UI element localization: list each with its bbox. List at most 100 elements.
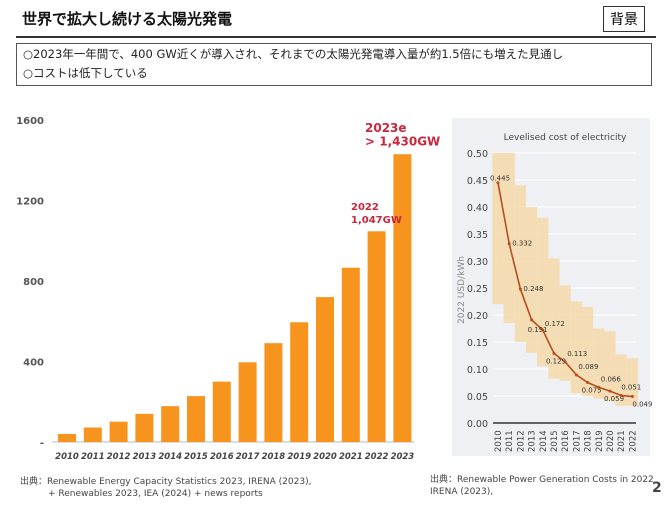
cost-range-band bbox=[503, 153, 515, 324]
data-point bbox=[574, 373, 578, 377]
x-tick-label: 2015 bbox=[184, 452, 208, 462]
y-tick-label: 800 bbox=[23, 277, 44, 288]
x-tick-label: 2014 bbox=[158, 452, 182, 462]
cost-range-band bbox=[593, 328, 605, 399]
cost-range-band bbox=[548, 258, 560, 379]
cost-range-band bbox=[559, 285, 571, 381]
data-label: 0.332 bbox=[512, 240, 532, 248]
cost-range-band bbox=[626, 358, 638, 406]
title-divider bbox=[16, 36, 656, 38]
summary-box: ○2023年一年間で、400 GW近くが導入され、それまでの太陽光発電導入量が約… bbox=[16, 43, 652, 86]
x-tick-label: 2013 bbox=[528, 430, 538, 452]
y-tick-label: 0.05 bbox=[467, 392, 488, 403]
x-tick-label: 2021 bbox=[339, 452, 363, 462]
y-axis-label: 2022 USD/kWh bbox=[457, 256, 467, 324]
source-line: IRENA (2023), bbox=[430, 487, 494, 497]
data-label: 0.129 bbox=[546, 357, 566, 365]
data-annotation: 1,047GW bbox=[351, 215, 402, 226]
y-tick-label: 0.45 bbox=[467, 176, 488, 187]
x-tick-label: 2019 bbox=[287, 452, 311, 462]
data-label: 0.113 bbox=[567, 350, 587, 358]
data-annotation: 2023e bbox=[365, 121, 407, 135]
x-tick-label: 2020 bbox=[606, 430, 616, 452]
x-tick-label: 2011 bbox=[81, 452, 105, 462]
x-tick-label: 2012 bbox=[516, 430, 526, 452]
data-label: 0.445 bbox=[490, 175, 510, 183]
data-label: 0.172 bbox=[545, 320, 565, 328]
x-tick-label: 2016 bbox=[210, 452, 234, 462]
y-tick-label: 0.35 bbox=[467, 230, 488, 241]
cost-range-band bbox=[526, 207, 538, 353]
right-source: 出典：Renewable Power Generation Costs in 2… bbox=[430, 474, 654, 498]
data-label: 0.051 bbox=[621, 383, 641, 391]
source-line: + Renewables 2023, IEA (2024) + news rep… bbox=[48, 489, 263, 499]
x-tick-label: 2023 bbox=[391, 452, 415, 462]
page-title: 世界で拡大し続ける太陽光発電 bbox=[22, 10, 233, 28]
data-point bbox=[619, 393, 623, 397]
bar bbox=[109, 421, 128, 442]
x-tick-label: 2010 bbox=[494, 430, 504, 452]
data-point bbox=[563, 360, 567, 364]
x-tick-label: 2017 bbox=[572, 430, 582, 452]
data-label: 0.066 bbox=[601, 375, 622, 383]
x-tick-label: 2021 bbox=[617, 430, 627, 452]
y-tick-label: - bbox=[40, 438, 44, 449]
bar bbox=[58, 433, 76, 442]
data-annotation: > 1,430GW bbox=[365, 135, 440, 149]
bar bbox=[135, 413, 154, 442]
x-tick-label: 2018 bbox=[584, 430, 594, 452]
bar bbox=[264, 343, 283, 442]
data-point bbox=[586, 381, 590, 384]
cost-range-band bbox=[537, 217, 549, 367]
data-point bbox=[608, 389, 612, 393]
x-tick-label: 2013 bbox=[133, 452, 157, 462]
cost-range-band bbox=[604, 331, 616, 402]
bar bbox=[238, 362, 257, 442]
bar bbox=[187, 396, 205, 442]
data-annotation: 2022 bbox=[351, 202, 379, 213]
bar bbox=[83, 427, 102, 442]
y-tick-label: 0.40 bbox=[467, 203, 488, 214]
data-point bbox=[530, 318, 534, 322]
bar bbox=[367, 231, 386, 442]
page-number: 2 bbox=[652, 480, 662, 496]
data-label: 0.059 bbox=[604, 395, 624, 403]
y-tick-label: 0.20 bbox=[467, 311, 488, 322]
cost-range-band bbox=[570, 301, 582, 394]
cost-range-band bbox=[492, 153, 504, 305]
data-point bbox=[507, 242, 511, 246]
x-tick-label: 2018 bbox=[262, 452, 286, 462]
y-tick-label: 0.10 bbox=[467, 365, 488, 376]
data-point bbox=[552, 351, 556, 355]
section-tag: 背景 bbox=[603, 6, 645, 32]
cost-range-band bbox=[615, 354, 627, 406]
x-tick-label: 2022 bbox=[628, 430, 638, 452]
bar bbox=[161, 406, 180, 442]
data-point bbox=[597, 385, 601, 389]
x-tick-label: 2016 bbox=[561, 430, 571, 452]
y-tick-label: 0.15 bbox=[467, 338, 488, 349]
data-label: 0.248 bbox=[523, 285, 543, 293]
data-label: 0.075 bbox=[582, 387, 602, 395]
left-source: 出典：Renewable Energy Capacity Statistics … bbox=[20, 476, 311, 500]
cost-range-band bbox=[582, 306, 594, 396]
y-tick-label: 0.30 bbox=[467, 257, 488, 268]
data-point bbox=[518, 287, 522, 291]
y-tick-label: 400 bbox=[23, 358, 44, 369]
source-line: 出典：Renewable Power Generation Costs in 2… bbox=[430, 475, 654, 485]
x-tick-label: 2015 bbox=[550, 430, 560, 452]
x-tick-label: 2011 bbox=[505, 430, 515, 452]
cost-range-band bbox=[514, 185, 526, 342]
bar bbox=[290, 322, 309, 442]
x-tick-label: 2020 bbox=[313, 452, 337, 462]
source-line: 出典：Renewable Energy Capacity Statistics … bbox=[20, 477, 312, 487]
x-tick-label: 2019 bbox=[595, 430, 605, 452]
bar bbox=[316, 297, 334, 442]
y-tick-label: 0.00 bbox=[467, 419, 488, 430]
x-tick-label: 2022 bbox=[365, 452, 389, 462]
y-tick-label: 0.50 bbox=[467, 149, 488, 160]
x-tick-label: 2014 bbox=[539, 430, 549, 452]
data-point bbox=[630, 395, 634, 399]
data-label: 0.089 bbox=[578, 363, 598, 371]
